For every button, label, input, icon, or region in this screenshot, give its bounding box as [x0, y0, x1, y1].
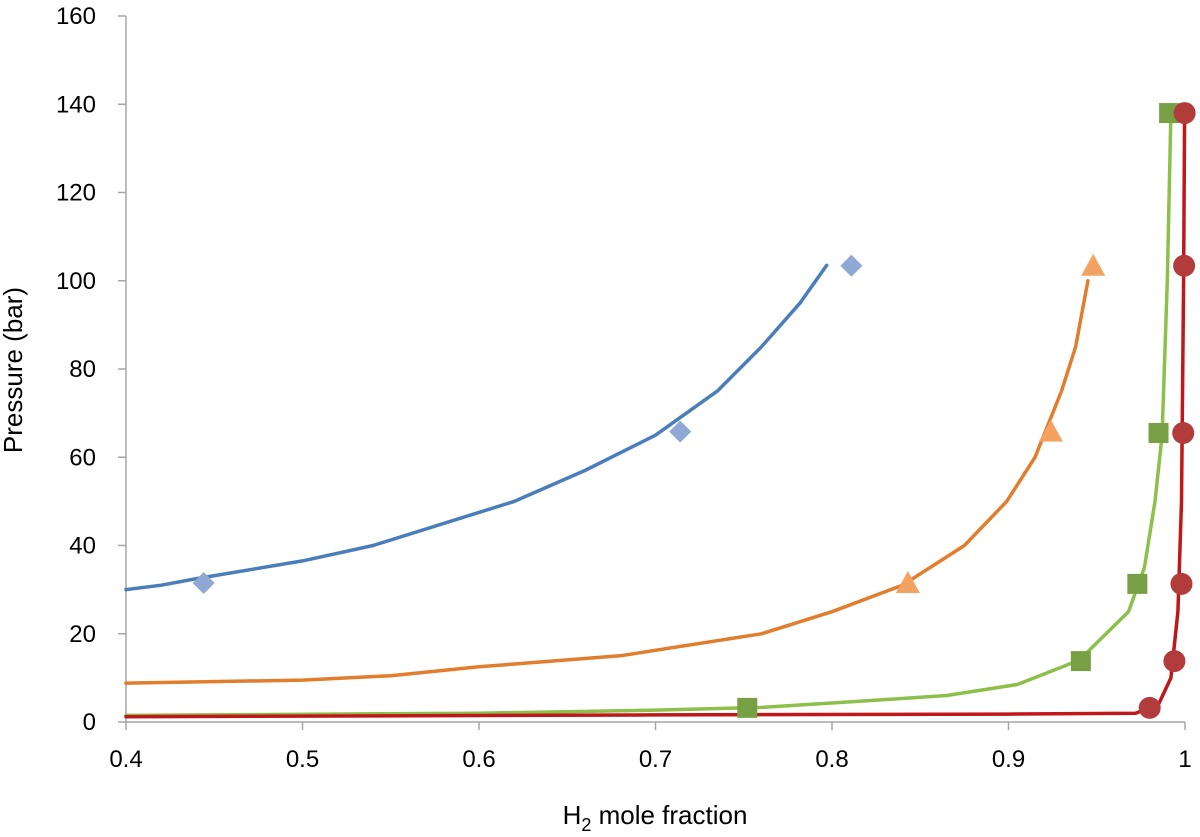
y-tick-label: 40: [69, 533, 96, 560]
x-axis-title-subscript: 2: [581, 815, 591, 835]
series-4-circle-point: [1173, 254, 1196, 277]
y-tick-label: 160: [56, 3, 96, 30]
series-1-diamond-point: [840, 254, 863, 277]
series-3-square-point: [737, 697, 758, 718]
series-2-triangle-point: [895, 571, 920, 594]
x-tick-label: 0.8: [815, 746, 848, 773]
series-4-circle-point: [1172, 421, 1195, 444]
x-axis-title-rest: mole fraction: [591, 800, 747, 830]
series-3-square-point: [1127, 573, 1148, 594]
x-tick-label: 0.5: [286, 746, 319, 773]
axis-labels: 0 20 40 60 80 100 120 140 160 0.4 0.5 0.6 0.7 0.8 0.9 1: [56, 3, 1192, 773]
series-1-curve: [124, 263, 829, 592]
series-4-curve: [124, 111, 1187, 719]
y-axis-title: Pressure (bar): [0, 287, 28, 453]
series-4-circle-point: [1138, 696, 1161, 719]
x-axis-title-main: H: [563, 800, 582, 830]
y-tick-label: 20: [69, 621, 96, 648]
series-2-triangle-point: [1038, 419, 1063, 442]
series-3-square-point: [1148, 422, 1169, 443]
y-tick-label: 100: [56, 268, 96, 295]
series-3-square-point: [1070, 651, 1091, 672]
series-3-square-point: [1159, 103, 1180, 124]
x-axis-title: H2 mole fraction: [563, 800, 748, 835]
y-tick-label: 120: [56, 180, 96, 207]
series-2-curve: [124, 279, 1090, 685]
x-tick-label: 1: [1178, 746, 1191, 773]
x-tick-label: 0.7: [639, 746, 672, 773]
y-tick-label: 80: [69, 356, 96, 383]
series-4-circle-point: [1163, 650, 1186, 673]
series-3-curve: [124, 111, 1173, 718]
x-tick-label: 0.6: [462, 746, 495, 773]
series-1-diamond-point: [192, 572, 215, 595]
series-markers: [192, 102, 1196, 719]
x-tick-label: 0.4: [109, 746, 142, 773]
series-4-circle-point: [1170, 572, 1193, 595]
series-4-circle-point: [1173, 102, 1196, 125]
y-tick-label: 140: [56, 91, 96, 118]
x-tick-label: 0.9: [992, 746, 1025, 773]
series-2-triangle-point: [1081, 253, 1106, 276]
series-1-diamond-point: [669, 420, 692, 443]
y-tick-label: 60: [69, 444, 96, 471]
axes: [118, 15, 1186, 730]
y-tick-label: 0: [83, 709, 96, 736]
series-lines: [124, 111, 1187, 719]
